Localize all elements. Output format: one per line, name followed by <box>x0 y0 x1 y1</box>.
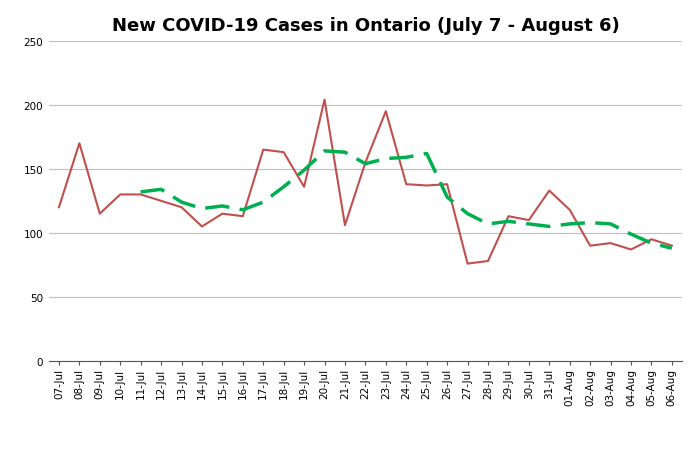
Title: New COVID-19 Cases in Ontario (July 7 - August 6): New COVID-19 Cases in Ontario (July 7 - … <box>111 17 619 35</box>
